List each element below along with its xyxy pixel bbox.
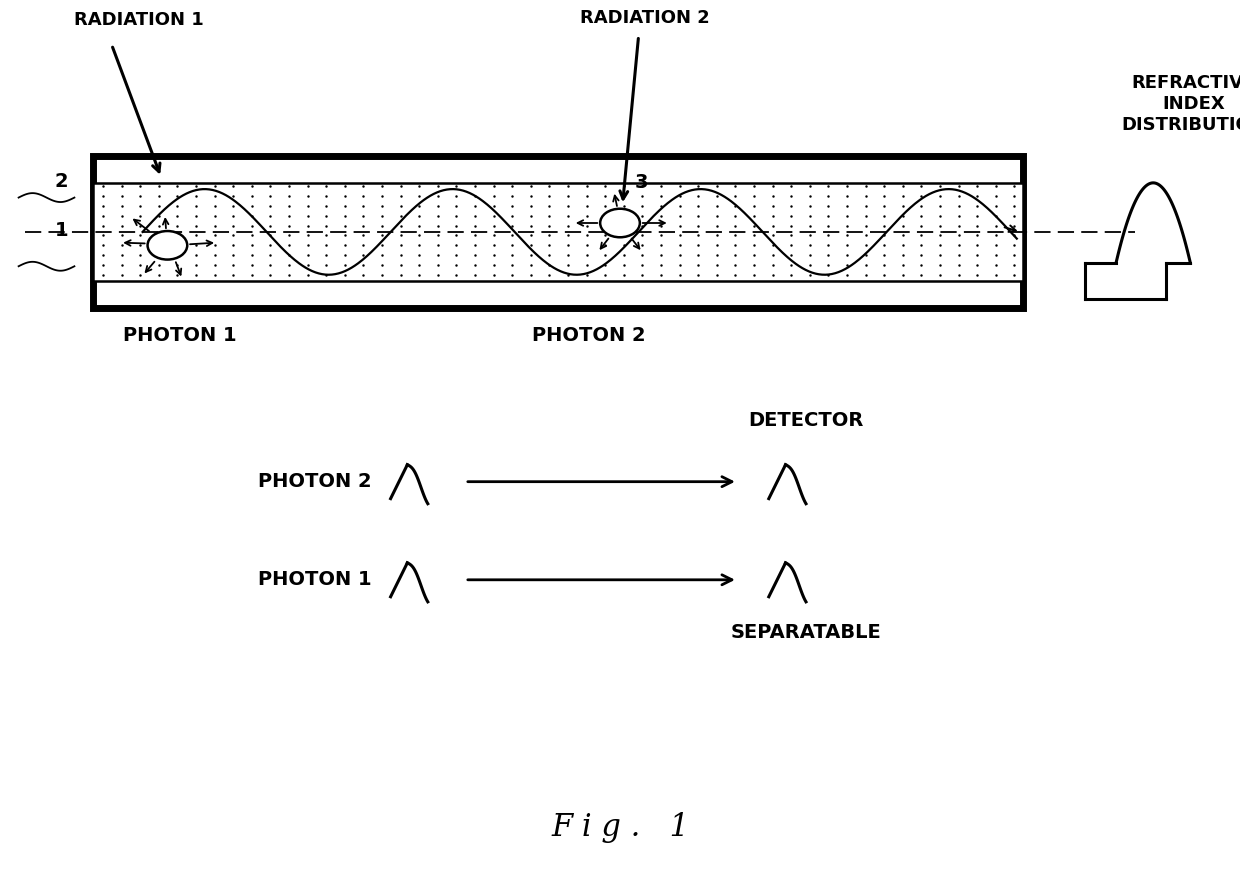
Text: 1: 1	[55, 220, 68, 240]
Text: SEPARATABLE: SEPARATABLE	[730, 623, 882, 641]
Bar	[93, 156, 1023, 308]
Circle shape	[600, 209, 640, 237]
Text: 2: 2	[55, 171, 68, 191]
Bar	[93, 183, 1023, 281]
Text: 3: 3	[635, 173, 649, 192]
Text: PHOTON 1: PHOTON 1	[258, 570, 372, 590]
Text: PHOTON 2: PHOTON 2	[258, 472, 372, 491]
Text: PHOTON 1: PHOTON 1	[123, 326, 237, 344]
Text: REFRACTIVE
INDEX
DISTRIBUTION: REFRACTIVE INDEX DISTRIBUTION	[1121, 74, 1240, 134]
Text: RADIATION 1: RADIATION 1	[74, 11, 205, 29]
Text: PHOTON 2: PHOTON 2	[532, 326, 646, 344]
Text: F i g .   1: F i g . 1	[551, 812, 689, 843]
Circle shape	[148, 231, 187, 260]
Text: DETECTOR: DETECTOR	[748, 411, 864, 430]
Text: RADIATION 2: RADIATION 2	[580, 9, 709, 27]
